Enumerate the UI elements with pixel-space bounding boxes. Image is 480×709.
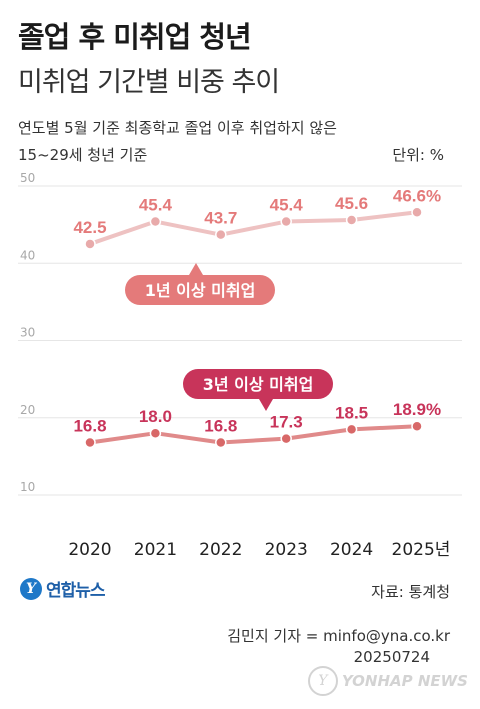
series-2-callout-label: 3년 이상 미취업: [203, 375, 314, 394]
series-1-callout: 1년 이상 미취업: [125, 263, 275, 305]
series-2-callout-box: [183, 369, 333, 399]
data-label: 18.0: [139, 407, 172, 426]
x-tick-label: 2021: [134, 540, 177, 560]
data-point: [149, 427, 162, 439]
series-2-callout-pointer: [259, 399, 273, 411]
data-point: [345, 214, 358, 226]
yonhap-logo: Y 연합뉴스: [20, 576, 106, 601]
data-point: [84, 436, 96, 449]
data-point: [411, 206, 423, 219]
data-point: [149, 215, 162, 228]
unit-label: 단위: %: [392, 146, 444, 164]
data-label: 42.5: [73, 218, 106, 237]
line-chart: 10 20 30 40 50 42.5 45.4 43.7 45.4 45.6 46.6% 16.8…: [18, 171, 462, 560]
series-1-callout-label: 1년 이상 미취업: [145, 281, 256, 300]
y-tick-label: 50: [20, 171, 35, 185]
chart-note-line2: 15~29세 청년 기준: [18, 146, 148, 164]
chart-subtitle: 미취업 기간별 비중 추이: [18, 67, 280, 98]
chart-title: 졸업 후 미취업 청년: [18, 20, 252, 54]
x-tick-label: 2025년: [392, 540, 451, 560]
series-line-1: [89, 210, 418, 246]
x-tick-label: 2023: [265, 540, 308, 560]
y-tick-label: 30: [20, 326, 35, 340]
yonhap-logo-text: 연합뉴스: [46, 581, 106, 601]
x-tick-label: 2024: [330, 540, 373, 560]
data-label: 18.5: [335, 403, 368, 422]
data-label: 18.9%: [393, 400, 441, 419]
y-tick-label: 40: [20, 248, 35, 262]
data-label: 46.6%: [393, 186, 441, 205]
yonhap-logo-icon: Y: [20, 577, 42, 600]
watermark-text: YONHAP NEWS: [341, 672, 468, 690]
data-label: 17.3: [270, 413, 303, 432]
data-label: 16.8: [73, 416, 106, 435]
data-label: 16.8: [204, 416, 237, 435]
x-tick-label: 2022: [199, 540, 242, 560]
data-label: 43.7: [204, 209, 237, 228]
series-1-callout-pointer: [189, 263, 203, 275]
data-label: 45.6: [335, 194, 368, 213]
chart-note-line1: 연도별 5월 기준 최종학교 졸업 이후 취업하지 않은: [18, 119, 337, 137]
data-point: [215, 228, 227, 241]
y-tick-label: 10: [20, 480, 35, 494]
data-point: [280, 432, 292, 445]
data-point: [280, 215, 292, 228]
series-2-callout: 3년 이상 미취업: [183, 369, 333, 411]
data-point: [84, 238, 96, 250]
data-point: [345, 423, 358, 436]
publish-date: 20250724: [353, 648, 430, 666]
y-tick-label: 20: [20, 403, 35, 417]
data-point: [411, 420, 423, 432]
series-line-2: [89, 424, 418, 445]
yonhap-watermark: Y YONHAP NEWS: [307, 666, 468, 696]
source-label: 자료: 통계청: [371, 583, 450, 601]
watermark-icon: Y: [307, 666, 338, 696]
x-tick-label: 2020: [68, 540, 111, 560]
data-label: 45.4: [139, 196, 173, 215]
series-1-callout-box: [125, 275, 275, 305]
reporter-credit: 김민지 기자 = minfo@yna.co.kr: [227, 627, 450, 645]
data-label: 45.4: [270, 196, 304, 215]
data-point: [215, 436, 227, 449]
